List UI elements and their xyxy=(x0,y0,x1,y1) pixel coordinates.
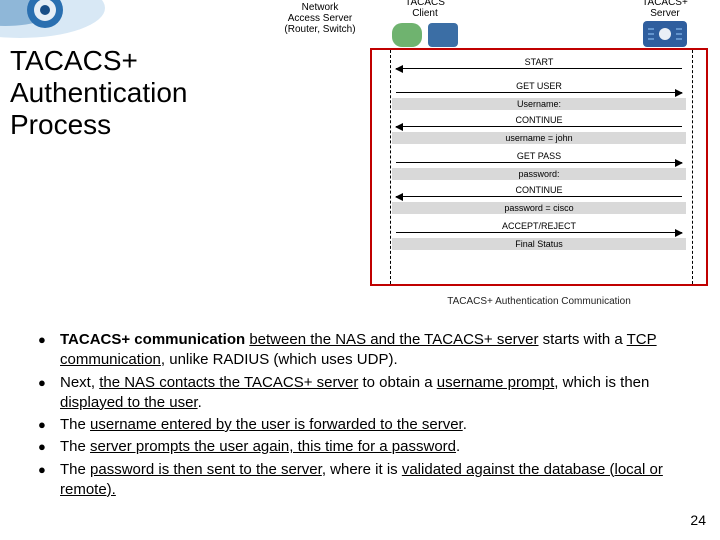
sequence-diagram: START GET USER Username: CONTINUE username =… xyxy=(370,48,708,286)
client-label-1: TACACS xyxy=(390,0,460,8)
bullet-list: TACACS+ communication between the NAS an… xyxy=(38,330,680,502)
server-icon xyxy=(643,21,687,47)
seq-band-label: password = cisco xyxy=(392,202,686,214)
seq-message-label: START xyxy=(396,57,682,67)
nas-label-2: Access Server xyxy=(270,13,370,24)
seq-message: GET USER xyxy=(396,92,682,93)
header-graphic xyxy=(0,0,210,43)
router-icon xyxy=(392,23,422,47)
seq-band: password = cisco xyxy=(392,202,686,214)
bullet-item: The server prompts the user again, this … xyxy=(38,437,680,457)
seq-band-label: Username: xyxy=(392,98,686,110)
seq-message-label: GET USER xyxy=(396,81,682,91)
seq-band-label: username = john xyxy=(392,132,686,144)
lifeline-server xyxy=(692,50,693,284)
server-label-1: TACACS+ xyxy=(625,0,705,8)
page-number: 24 xyxy=(690,512,706,528)
seq-band: password: xyxy=(392,168,686,180)
diagram-caption: TACACS+ Authentication Communication xyxy=(370,296,708,307)
client-label-2: Client xyxy=(390,8,460,19)
title-line-2: Authentication xyxy=(10,77,187,109)
nas-label-1: Network xyxy=(270,2,370,13)
switch-icon xyxy=(428,23,458,47)
nas-label-3: (Router, Switch) xyxy=(270,24,370,35)
seq-message-label: ACCEPT/REJECT xyxy=(396,221,682,231)
seq-band: Final Status xyxy=(392,238,686,250)
seq-message: GET PASS xyxy=(396,162,682,163)
header-labels: Network Access Server (Router, Switch) T… xyxy=(240,0,710,48)
seq-band: Username: xyxy=(392,98,686,110)
seq-band-label: Final Status xyxy=(392,238,686,250)
bullet-item: The username entered by the user is forw… xyxy=(38,415,680,435)
seq-band: username = john xyxy=(392,132,686,144)
bullet-item: Next, the NAS contacts the TACACS+ serve… xyxy=(38,373,680,414)
bullet-item: TACACS+ communication between the NAS an… xyxy=(38,330,680,371)
lifeline-client xyxy=(390,50,391,284)
seq-message-label: GET PASS xyxy=(396,151,682,161)
server-label-2: Server xyxy=(625,8,705,19)
seq-message: CONTINUE xyxy=(396,126,682,127)
bullet-item: The password is then sent to the server,… xyxy=(38,460,680,501)
seq-message-label: CONTINUE xyxy=(396,115,682,125)
seq-message: START xyxy=(396,68,682,69)
seq-band-label: password: xyxy=(392,168,686,180)
slide-title: TACACS+ Authentication Process xyxy=(10,45,187,142)
seq-message: ACCEPT/REJECT xyxy=(396,232,682,233)
seq-message-label: CONTINUE xyxy=(396,185,682,195)
title-line-1: TACACS+ xyxy=(10,45,187,77)
title-line-3: Process xyxy=(10,109,187,141)
seq-message: CONTINUE xyxy=(396,196,682,197)
